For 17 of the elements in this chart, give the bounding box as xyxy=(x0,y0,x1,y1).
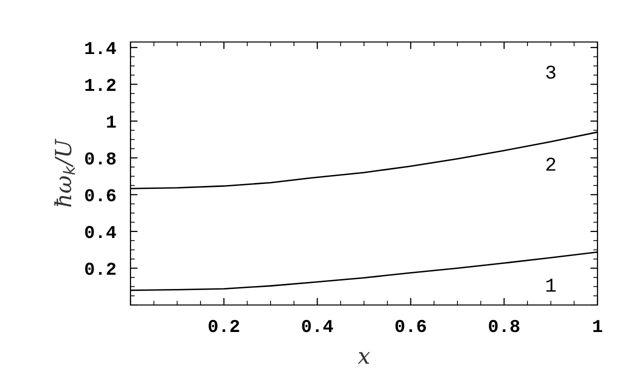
y-tick-label: 1.4 xyxy=(85,42,116,54)
y-tick-label: 1.2 xyxy=(85,78,116,91)
x-tick-label: 0.2 xyxy=(208,320,240,332)
x-tick-label: 1 xyxy=(593,320,602,332)
x-tick-label: 0.8 xyxy=(488,320,520,332)
y-axis-title: ħω$_{k}$/U xyxy=(54,138,75,207)
x-tick-label: 0.4 xyxy=(302,320,334,332)
y-tick-label: 1 xyxy=(106,116,116,128)
annotation: 3 xyxy=(546,66,556,79)
x-axis-title: x xyxy=(358,352,370,364)
y-tick-label: 0.6 xyxy=(85,189,116,202)
y-tick-label: 0.8 xyxy=(85,152,116,165)
x-tick-label: 0.6 xyxy=(395,320,426,332)
y-tick-label: 0.4 xyxy=(85,226,116,238)
annotation: 2 xyxy=(546,158,556,171)
y-tick-label: 0.2 xyxy=(85,262,116,275)
annotation: 1 xyxy=(546,278,556,292)
